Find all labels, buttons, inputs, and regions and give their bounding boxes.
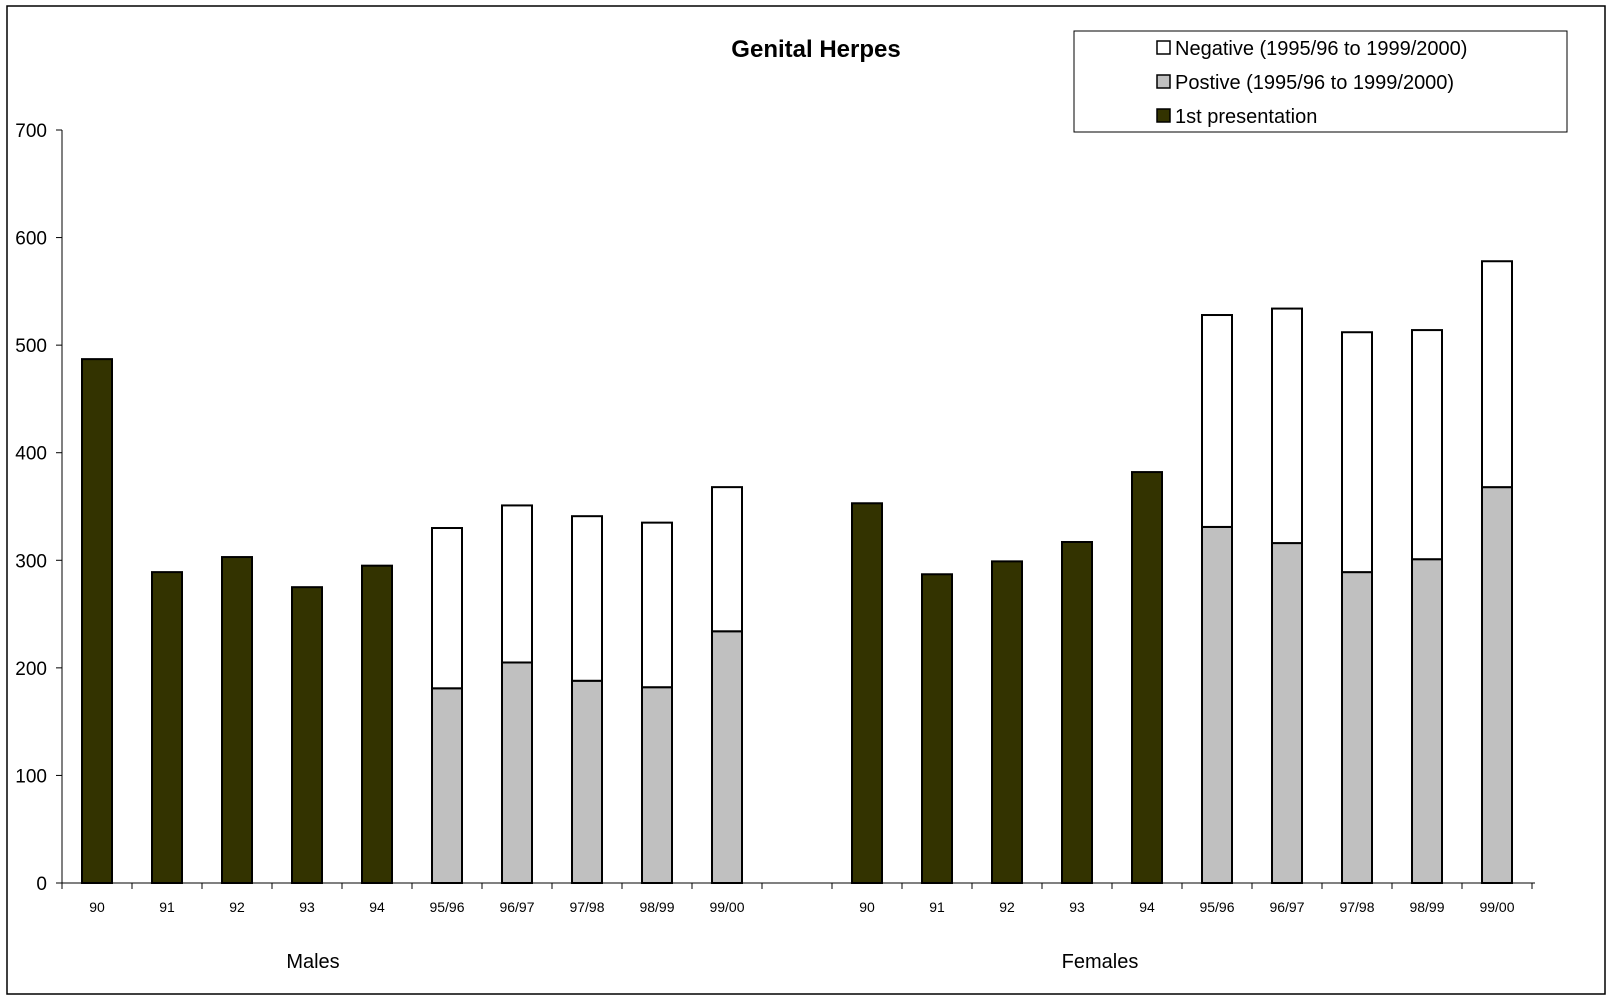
bar-positive	[1271, 542, 1303, 884]
y-tick-label: 600	[15, 229, 47, 250]
bar-first-presentation	[361, 564, 393, 885]
chart-title: Genital Herpes	[731, 36, 900, 63]
x-tick-label: 98/99	[1409, 899, 1444, 915]
bar-first-presentation	[291, 586, 323, 885]
legend-box	[1073, 30, 1568, 133]
bar-positive	[641, 686, 673, 884]
x-tick-label: 94	[369, 899, 385, 915]
bar-negative	[571, 515, 603, 682]
plot-area: 0 100 200 300 400 500 600 700 90 91 92 93 94 95/96 96/…	[15, 121, 1535, 973]
bar-first-presentation	[921, 573, 953, 885]
x-tick-label: 99/00	[1479, 899, 1514, 915]
bar-positive	[711, 630, 743, 884]
y-tick-label: 700	[15, 121, 47, 142]
bar-negative	[431, 527, 463, 690]
group-label: Females	[1062, 951, 1139, 973]
bar-first-presentation	[81, 358, 113, 884]
bar-first-presentation	[151, 571, 183, 885]
x-tick-label: 92	[999, 899, 1015, 915]
bar-positive	[1201, 525, 1233, 885]
legend-swatch	[1156, 108, 1171, 123]
bar-first-presentation	[1131, 471, 1163, 884]
y-tick-label: 300	[15, 551, 47, 572]
x-tick-label: 97/98	[1339, 899, 1374, 915]
x-tick-label: 96/97	[499, 899, 534, 915]
bar-negative	[1411, 329, 1443, 561]
bar-first-presentation	[1061, 540, 1093, 885]
legend-label: Negative (1995/96 to 1999/2000)	[1175, 38, 1467, 60]
x-tick-label: 90	[89, 899, 105, 915]
x-tick-label: 95/96	[1199, 899, 1234, 915]
x-tick-label: 91	[929, 899, 945, 915]
y-tick-label: 200	[15, 659, 47, 680]
x-tick-label: 98/99	[639, 899, 674, 915]
x-tick-label: 93	[1069, 899, 1085, 915]
x-tick-label: 99/00	[709, 899, 744, 915]
x-tick-label: 97/98	[569, 899, 604, 915]
bar-first-presentation	[221, 556, 253, 885]
legend-label: 1st presentation	[1175, 106, 1317, 128]
bar-negative	[1481, 260, 1513, 489]
bar-first-presentation	[991, 560, 1023, 885]
x-tick-label: 96/97	[1269, 899, 1304, 915]
x-tick-label: 93	[299, 899, 315, 915]
legend-swatch	[1156, 40, 1171, 55]
y-tick-label: 100	[15, 766, 47, 787]
bar-positive	[501, 661, 533, 884]
x-tick-label: 92	[229, 899, 245, 915]
bar-negative	[501, 504, 533, 664]
legend-swatch	[1156, 74, 1171, 89]
x-tick-label: 94	[1139, 899, 1155, 915]
y-tick-label: 500	[15, 336, 47, 357]
y-tick-label: 0	[36, 874, 47, 895]
bar-negative	[641, 521, 673, 689]
bar-positive	[1341, 571, 1373, 885]
bar-positive	[1481, 486, 1513, 884]
bar-positive	[431, 687, 463, 884]
bar-negative	[1341, 331, 1373, 574]
group-label: Males	[286, 951, 339, 973]
bar-first-presentation	[851, 502, 883, 884]
y-tick-label: 400	[15, 444, 47, 465]
x-tick-label: 95/96	[429, 899, 464, 915]
legend: Negative (1995/96 to 1999/2000) Postive (…	[1073, 30, 1568, 133]
bar-negative	[1271, 307, 1303, 545]
bar-positive	[571, 679, 603, 884]
legend-label: Postive (1995/96 to 1999/2000)	[1175, 72, 1454, 94]
bar-negative	[1201, 314, 1233, 528]
bar-negative	[711, 486, 743, 633]
bar-positive	[1411, 558, 1443, 885]
x-tick-label: 91	[159, 899, 175, 915]
chart-border	[6, 5, 1606, 995]
x-tick-label: 90	[859, 899, 875, 915]
